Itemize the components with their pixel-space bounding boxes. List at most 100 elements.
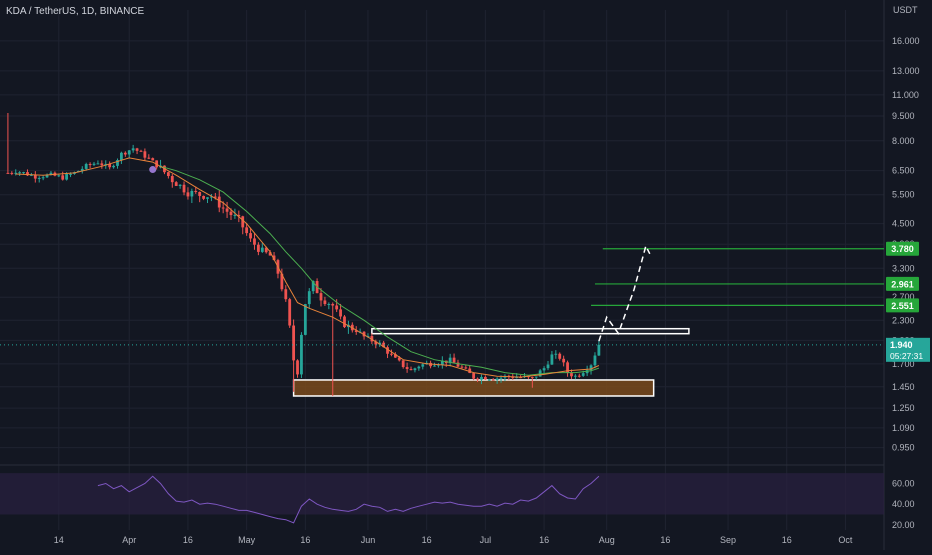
candle-body (206, 197, 209, 199)
candle-body (331, 303, 335, 306)
y-tick-label: 1.090 (892, 423, 915, 433)
candle-body (327, 303, 331, 305)
candle-body (41, 177, 45, 179)
candle-body (570, 373, 573, 377)
x-tick-label: 16 (782, 535, 792, 545)
x-tick-label: 14 (54, 535, 64, 545)
rsi-band-fill (0, 473, 884, 515)
rsi-tick-label: 20.00 (892, 520, 915, 530)
candle-body (409, 369, 413, 371)
rsi-line (97, 475, 600, 524)
candle-body (397, 357, 401, 361)
x-tick-label: 16 (539, 535, 549, 545)
candle-body (108, 163, 112, 168)
candle-body (10, 172, 14, 174)
projection[interactable] (591, 244, 884, 342)
candle-body (581, 373, 585, 376)
candle-body (241, 216, 245, 228)
candle-body (245, 227, 249, 234)
candle-body (280, 273, 284, 290)
candle-body (268, 252, 272, 256)
candle-body (288, 299, 292, 326)
candle-body (182, 184, 186, 193)
x-tick-label: Sep (720, 535, 736, 545)
candle-body (143, 151, 147, 158)
candle-body (401, 360, 405, 368)
candle-body (178, 184, 182, 186)
candle-body (323, 300, 327, 305)
candle-body (26, 172, 29, 176)
candle-body (174, 182, 178, 186)
candle-body (386, 347, 389, 354)
candle-body (292, 325, 296, 361)
rsi-indicator (97, 475, 600, 524)
candle-body (558, 353, 562, 359)
candle-body (542, 368, 546, 371)
candle-body (382, 342, 386, 348)
candle-body (6, 172, 10, 174)
candle-body (69, 173, 72, 175)
candle-body (202, 195, 205, 199)
resistance-zone[interactable] (371, 327, 690, 335)
candle-body (170, 176, 174, 183)
candle-body (491, 379, 495, 381)
candle-body (472, 373, 476, 379)
candle-body (546, 364, 550, 369)
candle-body (123, 152, 127, 155)
candle-body (562, 358, 566, 363)
symbol-title: KDA / TetherUS, 1D, BINANCE (6, 6, 145, 17)
candle-body (354, 330, 358, 332)
candles (6, 112, 601, 396)
candle-body (186, 192, 190, 197)
y-tick-label: 1.700 (892, 359, 915, 369)
y-tick-label: 8.000 (892, 136, 915, 146)
x-tick-label: 16 (422, 535, 432, 545)
candle-body (198, 191, 202, 196)
candle-body (260, 247, 264, 252)
candle-body (253, 238, 256, 245)
rsi-tick-label: 60.00 (892, 479, 915, 489)
candle-body (49, 172, 53, 175)
candle-body (264, 247, 268, 253)
candle-body (589, 365, 593, 371)
candle-body (256, 244, 260, 252)
x-tick-label: 16 (300, 535, 310, 545)
projection-path (598, 244, 651, 342)
candle-body (296, 360, 299, 375)
candle-body (452, 357, 456, 363)
candle-body (116, 160, 119, 166)
candle-body (390, 353, 393, 355)
candle-body (483, 376, 487, 380)
target-price-badge (886, 276, 919, 291)
candle-body (554, 353, 558, 355)
candle-body (448, 357, 452, 363)
candle-body (300, 334, 303, 375)
candle-body (96, 163, 100, 165)
candle-body (405, 367, 409, 370)
x-tick-label: 16 (183, 535, 193, 545)
y-tick-label: 2.700 (892, 292, 915, 302)
support-zone[interactable] (292, 379, 655, 397)
candle-body (80, 168, 84, 171)
candle-body (593, 355, 597, 366)
candle-body (127, 150, 131, 155)
candle-body (495, 378, 499, 381)
candle-body (92, 163, 96, 165)
y-tick-label: 6.500 (892, 166, 915, 176)
moving-averages (15, 157, 600, 378)
candle-body (120, 152, 123, 161)
x-tick-label: Jul (480, 535, 492, 545)
y-tick-label: 9.500 (892, 111, 915, 121)
candle-body (573, 375, 577, 377)
target-price-badge (886, 298, 919, 313)
candle-body (362, 331, 366, 337)
x-tick-label: Apr (122, 535, 136, 545)
candle-body (22, 172, 25, 174)
candle-body (190, 190, 194, 197)
candle-body (131, 148, 135, 151)
candle-body (487, 379, 491, 381)
candle-body (225, 208, 229, 212)
